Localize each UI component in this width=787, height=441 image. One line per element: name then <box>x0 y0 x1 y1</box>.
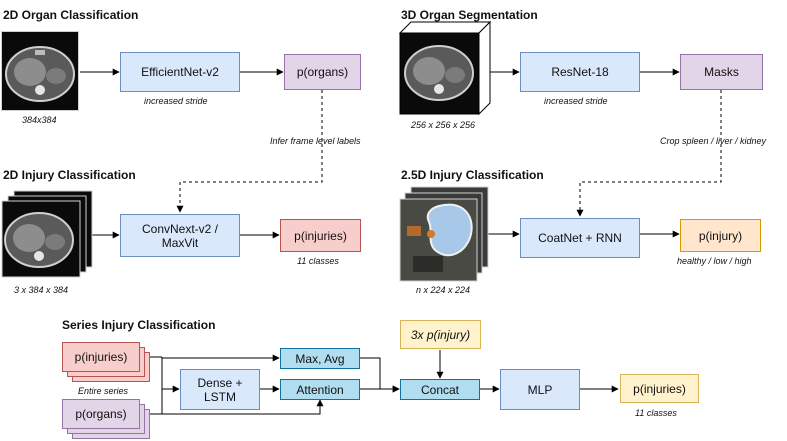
section-title-organ-classification: 2D Organ Classification <box>3 8 139 22</box>
dense-lstm-box[interactable]: Dense + LSTM <box>180 369 260 410</box>
max-avg-box[interactable]: Max, Avg <box>280 348 360 369</box>
p-organs-output[interactable]: p(organs) <box>284 54 361 90</box>
section-title-series-classification: Series Injury Classification <box>62 318 216 332</box>
concat-box[interactable]: Concat <box>400 379 480 400</box>
arrow-porgans-to-attention <box>162 399 324 415</box>
p-injury-output[interactable]: p(injury) <box>680 219 761 252</box>
caption-increased-stride-1: increased stride <box>144 96 208 106</box>
caption-11-classes-b: 11 classes <box>635 408 677 418</box>
section-title-injury-classification: 2D Injury Classification <box>3 168 136 182</box>
series-p-organs-input[interactable]: p(organs) <box>62 399 140 429</box>
masks-output[interactable]: Masks <box>680 54 763 90</box>
efficientnet-box[interactable]: EfficientNet-v2 <box>120 52 240 92</box>
caption-img-256: 256 x 256 x 256 <box>411 120 476 130</box>
caption-img-384: 384x384 <box>22 115 57 125</box>
mlp-box[interactable]: MLP <box>500 369 580 410</box>
ct-stack-thumbnail <box>1 190 93 278</box>
dashed-arrow-porgans-to-convnext <box>176 90 323 213</box>
series-p-injuries-input[interactable]: p(injuries) <box>62 342 140 372</box>
caption-healthy-low-high: healthy / low / high <box>677 256 752 266</box>
three-x-p-injury-input[interactable]: 3x p(injury) <box>400 320 481 349</box>
caption-img-3x384: 3 x 384 x 384 <box>14 285 69 295</box>
resnet-box[interactable]: ResNet-18 <box>520 52 640 92</box>
caption-entire-series: Entire series <box>78 386 129 396</box>
caption-increased-stride-2: increased stride <box>544 96 608 106</box>
dashed-arrow-masks-to-coatnet <box>576 90 722 217</box>
section-title-injury-25d: 2.5D Injury Classification <box>401 168 544 182</box>
caption-infer-frame-labels: Infer frame level labels <box>270 136 361 146</box>
arrow-maxavg-to-concat <box>360 357 400 393</box>
cube-volume-thumbnail <box>399 21 491 115</box>
p-injuries-output[interactable]: p(injuries) <box>280 219 361 252</box>
caption-img-n224: n x 224 x 224 <box>416 285 471 295</box>
caption-11-classes-a: 11 classes <box>297 256 339 266</box>
caption-crop-organs: Crop spleen / liver / kidney <box>660 136 767 146</box>
ct-scan-thumbnail <box>1 31 79 111</box>
coatnet-rnn-box[interactable]: CoatNet + RNN <box>520 218 640 258</box>
convnext-maxvit-box[interactable]: ConvNext-v2 / MaxVit <box>120 214 240 257</box>
organ-crop-thumbnail <box>399 186 489 282</box>
section-title-organ-segmentation: 3D Organ Segmentation <box>401 8 538 22</box>
attention-box[interactable]: Attention <box>280 379 360 400</box>
final-p-injuries-output[interactable]: p(injuries) <box>620 374 699 403</box>
